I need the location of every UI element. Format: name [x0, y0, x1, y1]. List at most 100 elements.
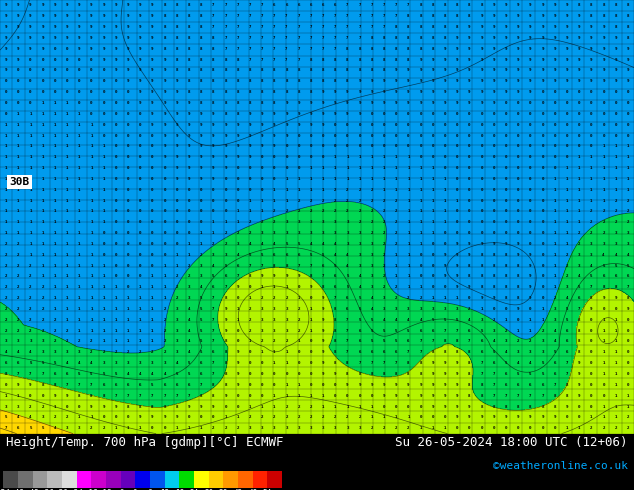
Text: 4: 4 — [626, 253, 629, 257]
Text: 0: 0 — [419, 405, 422, 409]
Text: 1: 1 — [481, 307, 483, 311]
Text: 8: 8 — [273, 101, 276, 105]
Text: 1: 1 — [90, 318, 93, 322]
Text: 2: 2 — [102, 350, 105, 354]
Text: 1: 1 — [188, 426, 190, 430]
Text: 8: 8 — [602, 3, 605, 7]
Text: 4: 4 — [371, 296, 373, 300]
Text: 3: 3 — [261, 329, 263, 333]
Text: 2: 2 — [188, 274, 190, 278]
Text: 6: 6 — [481, 350, 483, 354]
Text: 4: 4 — [188, 350, 190, 354]
Text: 3: 3 — [371, 264, 373, 268]
Text: 9: 9 — [456, 285, 458, 289]
Text: 3: 3 — [383, 296, 385, 300]
Text: 9: 9 — [29, 14, 32, 18]
Text: 9: 9 — [529, 285, 532, 289]
Text: 7: 7 — [529, 393, 532, 398]
Text: 8: 8 — [176, 25, 178, 29]
Text: 0: 0 — [54, 58, 56, 62]
Text: 0: 0 — [541, 220, 544, 224]
Text: 8: 8 — [346, 372, 349, 376]
Text: 0: 0 — [517, 112, 519, 116]
Text: 8: 8 — [334, 329, 337, 333]
Text: 3: 3 — [334, 231, 337, 235]
Text: 8: 8 — [176, 58, 178, 62]
Text: 1: 1 — [212, 220, 215, 224]
Text: 0: 0 — [529, 155, 532, 159]
Text: 9: 9 — [456, 361, 458, 365]
Text: 9: 9 — [285, 122, 288, 127]
Text: 1: 1 — [273, 361, 276, 365]
Text: 8: 8 — [553, 405, 556, 409]
Text: 9: 9 — [602, 79, 605, 83]
Text: 0: 0 — [614, 112, 617, 116]
Text: 8: 8 — [358, 58, 361, 62]
Text: 0: 0 — [102, 416, 105, 419]
Text: 8: 8 — [419, 36, 422, 40]
Text: 1: 1 — [614, 166, 617, 170]
Text: 3: 3 — [553, 318, 556, 322]
Text: 9: 9 — [578, 372, 580, 376]
Text: 1: 1 — [102, 296, 105, 300]
Text: 1: 1 — [602, 340, 605, 343]
Text: 2: 2 — [395, 231, 398, 235]
Text: 0: 0 — [78, 405, 81, 409]
Text: 2: 2 — [151, 350, 153, 354]
Text: 9: 9 — [371, 79, 373, 83]
Text: 9: 9 — [517, 3, 519, 7]
Text: 1: 1 — [383, 166, 385, 170]
Text: 2: 2 — [395, 220, 398, 224]
Text: 9: 9 — [481, 47, 483, 51]
Text: 1: 1 — [236, 307, 239, 311]
Text: 0: 0 — [371, 145, 373, 148]
Text: 1: 1 — [309, 188, 312, 192]
Text: 2: 2 — [334, 188, 337, 192]
Text: 1: 1 — [224, 416, 227, 419]
Text: 9: 9 — [444, 79, 446, 83]
Text: 8: 8 — [297, 69, 300, 73]
Text: 0: 0 — [529, 101, 532, 105]
Text: 1: 1 — [78, 122, 81, 127]
Text: 0: 0 — [529, 145, 532, 148]
Text: 2: 2 — [590, 231, 593, 235]
Text: 7: 7 — [468, 340, 470, 343]
Text: 8: 8 — [493, 405, 495, 409]
Text: 4: 4 — [29, 416, 32, 419]
Text: 8: 8 — [383, 47, 385, 51]
Text: 7: 7 — [212, 372, 215, 376]
Text: 0: 0 — [468, 296, 470, 300]
Text: 0: 0 — [115, 198, 117, 202]
Text: 0: 0 — [78, 90, 81, 94]
Text: 8: 8 — [334, 350, 337, 354]
Text: 0: 0 — [164, 242, 166, 246]
Text: 2: 2 — [505, 329, 507, 333]
Text: 6: 6 — [432, 329, 434, 333]
Text: 0: 0 — [273, 166, 276, 170]
Text: 1: 1 — [407, 198, 410, 202]
Text: 0: 0 — [468, 209, 470, 214]
Text: 8: 8 — [358, 372, 361, 376]
Text: 2: 2 — [236, 426, 239, 430]
Text: 1: 1 — [115, 285, 117, 289]
Text: 5: 5 — [212, 274, 215, 278]
Text: 8: 8 — [5, 372, 8, 376]
Text: 9: 9 — [481, 69, 483, 73]
Text: 0: 0 — [614, 122, 617, 127]
Text: 0: 0 — [456, 188, 458, 192]
Text: 1: 1 — [66, 188, 68, 192]
Text: 9: 9 — [529, 36, 532, 40]
Text: 9: 9 — [78, 47, 81, 51]
Text: 8: 8 — [444, 25, 446, 29]
Text: 8: 8 — [200, 90, 202, 94]
Text: 0: 0 — [90, 79, 93, 83]
Text: 6: 6 — [139, 383, 141, 387]
Text: 9: 9 — [529, 264, 532, 268]
Text: 1: 1 — [371, 166, 373, 170]
Text: 0: 0 — [371, 393, 373, 398]
Text: 0: 0 — [346, 145, 349, 148]
Text: 5: 5 — [188, 372, 190, 376]
Text: 2: 2 — [566, 253, 568, 257]
Text: 9: 9 — [66, 36, 68, 40]
Text: 1: 1 — [41, 274, 44, 278]
